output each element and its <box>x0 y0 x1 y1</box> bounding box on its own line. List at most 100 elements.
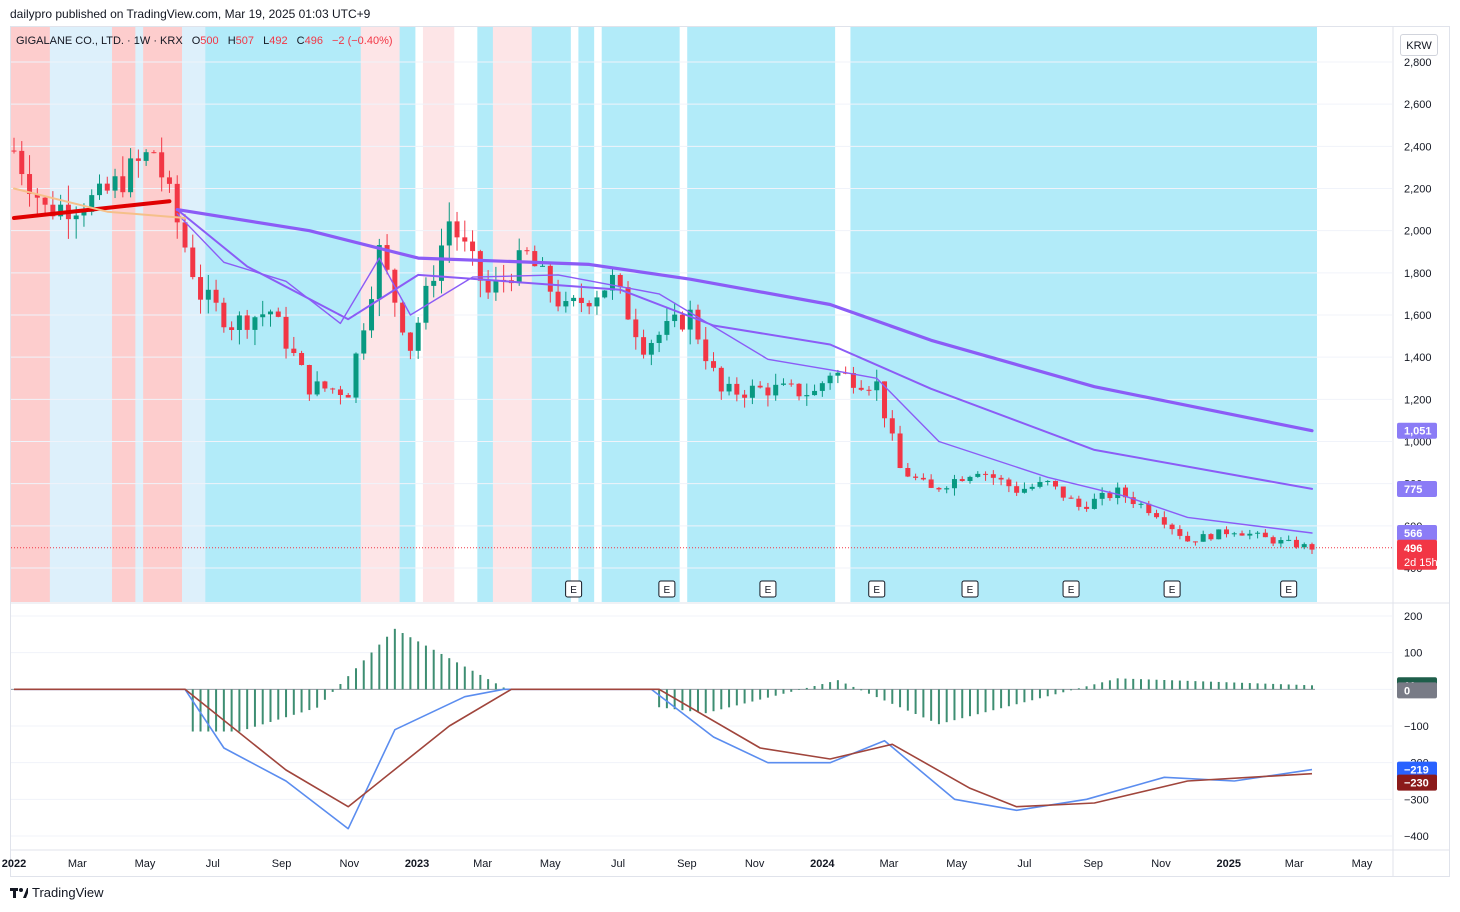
candle <box>330 387 336 394</box>
candle <box>260 300 266 327</box>
candle <box>695 304 701 345</box>
candle-body <box>1247 533 1253 536</box>
time-tick-label: Mar <box>473 858 492 870</box>
signal-value-badge: −230 <box>1397 774 1437 791</box>
candle-body <box>19 150 25 175</box>
candle <box>1255 531 1261 539</box>
candle-body <box>734 383 740 395</box>
currency-button[interactable]: KRW <box>1400 34 1438 56</box>
candle <box>804 383 810 406</box>
candle-body <box>423 285 429 323</box>
candle-body <box>1115 487 1121 499</box>
candle-body <box>322 381 328 389</box>
candle <box>656 331 662 353</box>
candle-body <box>1037 481 1043 487</box>
candle-body <box>42 197 48 205</box>
earnings-marker-box <box>759 580 777 598</box>
candle <box>858 380 864 392</box>
candle-body <box>236 315 242 330</box>
candle <box>462 220 468 252</box>
candle <box>936 487 942 492</box>
candle-body <box>283 316 289 349</box>
earnings-marker-box <box>1280 580 1298 598</box>
candle-body <box>944 488 950 490</box>
candle <box>96 174 102 200</box>
time-tick-label: 2023 <box>405 858 429 870</box>
candle <box>1014 481 1020 496</box>
change-value: −2 (−0.40%) <box>332 35 393 47</box>
candle-body <box>586 302 592 307</box>
candle <box>679 311 685 332</box>
candle-body <box>198 277 204 300</box>
time-tick-label: May <box>946 858 967 870</box>
candle-body <box>1091 498 1097 509</box>
candle <box>975 471 981 478</box>
candle <box>1293 536 1299 549</box>
candle <box>928 474 934 489</box>
zero-value-badge-text: 0 <box>1404 685 1410 697</box>
candle-body <box>1130 497 1136 505</box>
candle-body <box>648 342 654 355</box>
candle <box>423 277 429 330</box>
candle-body <box>1309 544 1315 550</box>
earnings-marker-box <box>868 580 886 598</box>
grid-lines <box>11 61 1392 837</box>
candle <box>672 302 678 328</box>
candle <box>1231 531 1237 537</box>
candle-body <box>128 158 134 193</box>
candle <box>602 290 608 299</box>
candle-body <box>983 473 989 475</box>
candle <box>1084 501 1090 512</box>
ma-long-value-badge-bg <box>1397 422 1437 439</box>
candle <box>1177 525 1183 540</box>
ma-short-value-badge-text: 566 <box>1404 528 1422 540</box>
candle-body <box>780 383 786 385</box>
candle-body <box>1029 486 1035 489</box>
candle-body <box>1060 486 1066 498</box>
candle <box>835 369 841 384</box>
candle-body <box>1107 492 1113 499</box>
candle <box>1247 529 1253 540</box>
candle-body <box>532 251 538 267</box>
candle-body <box>1185 535 1191 542</box>
candle <box>1021 482 1027 494</box>
candle-body <box>858 387 864 390</box>
price-tick-label: 2,200 <box>1404 184 1432 196</box>
candle <box>1037 476 1043 489</box>
candle <box>1006 477 1012 493</box>
candle-body <box>687 309 693 330</box>
candle <box>1161 511 1167 529</box>
candle <box>827 372 833 390</box>
earnings-marker: E <box>961 580 979 598</box>
earnings-marker-label: E <box>664 585 671 596</box>
candle-body <box>594 297 600 307</box>
candle-body <box>547 265 553 292</box>
candle <box>959 476 965 482</box>
candle <box>337 385 343 405</box>
price-tick-label: 2,400 <box>1404 141 1432 153</box>
candle <box>920 473 926 481</box>
candle-body <box>143 152 149 161</box>
candle <box>998 475 1004 486</box>
candle <box>361 323 367 360</box>
candle-body <box>695 309 701 340</box>
candle-body <box>1255 532 1261 534</box>
candle <box>905 463 911 478</box>
macd-value-badge-text: −219 <box>1404 765 1429 777</box>
chart-frame <box>10 26 1450 877</box>
candle-body <box>672 314 678 322</box>
earnings-marker-label: E <box>873 585 880 596</box>
tradingview-brand[interactable]: TradingView <box>10 885 104 900</box>
earnings-marker-box <box>1163 580 1181 598</box>
candle <box>1076 495 1082 511</box>
candle-body <box>578 297 584 303</box>
candle-body <box>493 279 499 293</box>
macd-value-badge-bg <box>1397 761 1437 778</box>
candle-body <box>819 383 825 391</box>
candle <box>578 283 584 313</box>
candle <box>493 266 499 301</box>
time-tick-label: Sep <box>272 858 292 870</box>
candle-body <box>1154 513 1160 518</box>
price-tick-label: 2,000 <box>1404 226 1432 238</box>
